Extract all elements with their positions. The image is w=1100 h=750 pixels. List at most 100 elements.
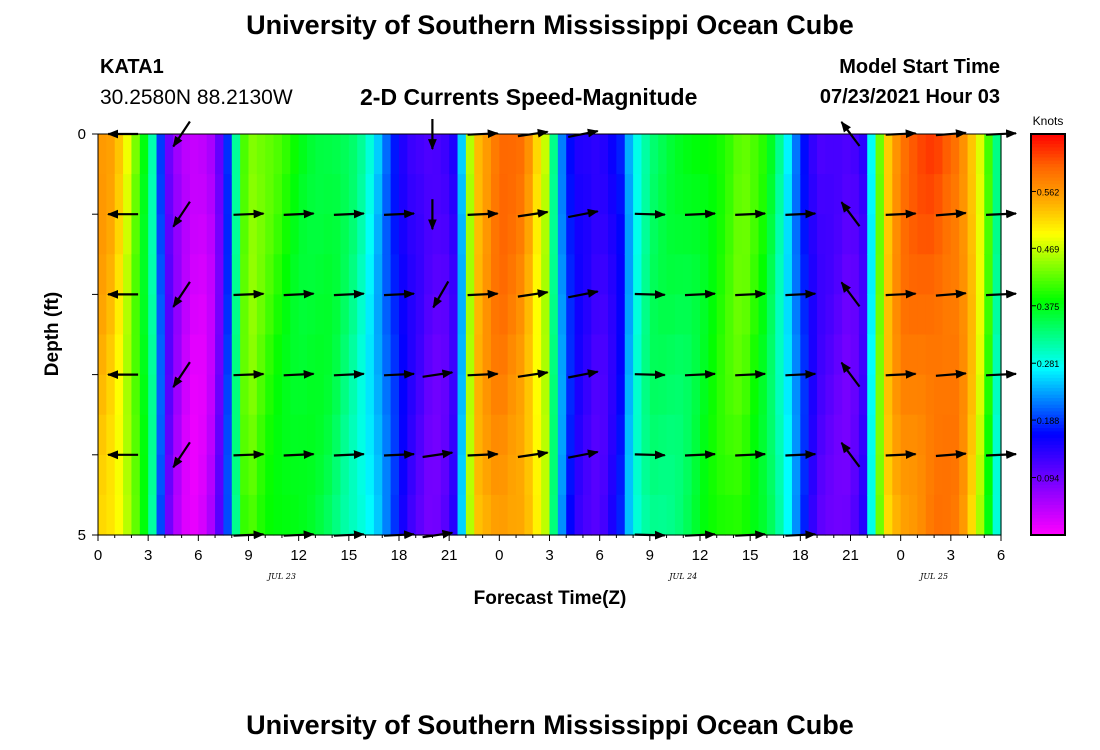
heatmap-cell: [666, 334, 676, 376]
current-vector-arrow: [684, 289, 717, 299]
colorbar-segment: [1031, 454, 1065, 459]
heatmap-cell: [231, 334, 241, 376]
heatmap-cell: [516, 134, 526, 175]
heatmap-cell: [549, 374, 559, 416]
heatmap-cell: [833, 294, 843, 336]
heatmap-cell: [532, 294, 542, 336]
heatmap-cell: [633, 214, 643, 255]
heatmap-cell: [332, 454, 342, 496]
heatmap-cell: [959, 214, 969, 255]
heatmap-cell: [123, 174, 133, 215]
heatmap-cell: [181, 374, 191, 416]
heatmap-cell: [942, 174, 952, 215]
heatmap-cell: [624, 254, 634, 295]
heatmap-cell: [700, 454, 709, 496]
heatmap-cell: [449, 294, 459, 336]
heatmap-cell: [917, 294, 927, 336]
heatmap-cell: [507, 214, 517, 255]
heatmap-cell: [415, 134, 425, 175]
current-vector-arrow: [233, 209, 265, 219]
y-tick-label: 5: [78, 527, 86, 544]
heatmap-cell: [240, 174, 250, 215]
heatmap-cell: [164, 334, 174, 376]
heatmap-cell: [775, 214, 785, 255]
heatmap-cell: [633, 334, 643, 376]
heatmap-cell: [783, 134, 793, 175]
heatmap-cell: [532, 374, 542, 416]
colorbar-segment: [1031, 394, 1065, 399]
heatmap-cell: [365, 374, 375, 416]
heatmap-cell: [633, 254, 643, 295]
heatmap-cell: [817, 414, 827, 456]
heatmap-cell: [332, 214, 342, 255]
heatmap-cell: [934, 294, 944, 336]
heatmap-cell: [959, 134, 969, 175]
heatmap-cell: [340, 454, 350, 496]
heatmap-cell: [240, 214, 250, 255]
heatmap-cell: [373, 294, 383, 336]
heatmap-cell: [582, 134, 592, 175]
heatmap-cell: [867, 134, 877, 175]
current-vector-arrow: [885, 369, 917, 379]
heatmap-cell: [909, 494, 918, 536]
heatmap-cell: [240, 294, 250, 336]
x-tick-label: 3: [144, 547, 152, 564]
heatmap-cell: [114, 454, 124, 496]
heatmap-cell: [800, 374, 810, 416]
colorbar-segment: [1031, 170, 1065, 175]
x-tick-label: 18: [792, 547, 809, 564]
heatmap-cell: [842, 414, 852, 456]
heatmap-cell: [399, 334, 408, 376]
heatmap-cell: [482, 374, 492, 416]
heatmap-cell: [198, 414, 208, 456]
heatmap-cell: [98, 414, 107, 456]
heatmap-cell: [499, 414, 509, 456]
heatmap-cell: [139, 374, 149, 416]
heatmap-cell: [273, 414, 283, 456]
heatmap-cell: [432, 254, 442, 295]
heatmap-cell: [959, 174, 969, 215]
heatmap-cell: [892, 494, 902, 536]
heatmap-cell: [365, 294, 375, 336]
heatmap-cell: [733, 494, 743, 536]
heatmap-cell: [858, 494, 868, 536]
heatmap-cell: [808, 494, 818, 536]
heatmap-cell: [323, 454, 333, 496]
heatmap-cell: [566, 134, 576, 175]
heatmap-cell: [967, 174, 977, 215]
heatmap-cell: [624, 414, 634, 456]
heatmap-cell: [992, 494, 1002, 536]
colorbar-unit-label: Knots: [1033, 114, 1064, 128]
heatmap-cell: [156, 254, 166, 295]
heatmap-cell: [791, 454, 801, 496]
heatmap-cell: [490, 454, 500, 496]
current-vector-arrow: [233, 450, 265, 459]
heatmap-cell: [365, 454, 375, 496]
heatmap-cell: [474, 294, 484, 336]
heatmap-cell: [766, 374, 776, 416]
heatmap-cell: [842, 174, 852, 215]
heatmap-cell: [708, 374, 718, 416]
heatmap-cell: [323, 334, 333, 376]
heatmap-cell: [357, 334, 367, 376]
heatmap-cell: [566, 374, 576, 416]
heatmap-cell: [942, 374, 952, 416]
heatmap-cell: [532, 174, 542, 215]
heatmap-cell: [641, 414, 651, 456]
heatmap-cell: [917, 134, 927, 175]
heatmap-cell: [449, 254, 459, 295]
heatmap-cell: [382, 374, 392, 416]
colorbar-segment: [1031, 337, 1065, 342]
heatmap-cell: [98, 134, 107, 175]
heatmap-cell: [883, 414, 893, 456]
x-tick-label: 12: [290, 547, 307, 564]
heatmap-cell: [231, 414, 241, 456]
heatmap-cell: [424, 334, 434, 376]
heatmap-cell: [833, 134, 843, 175]
heatmap-cell: [950, 294, 960, 336]
heatmap-cell: [231, 254, 241, 295]
heatmap-cell: [256, 174, 266, 215]
heatmap-cell: [950, 454, 960, 496]
heatmap-cell: [307, 374, 316, 416]
heatmap-cell: [616, 334, 626, 376]
